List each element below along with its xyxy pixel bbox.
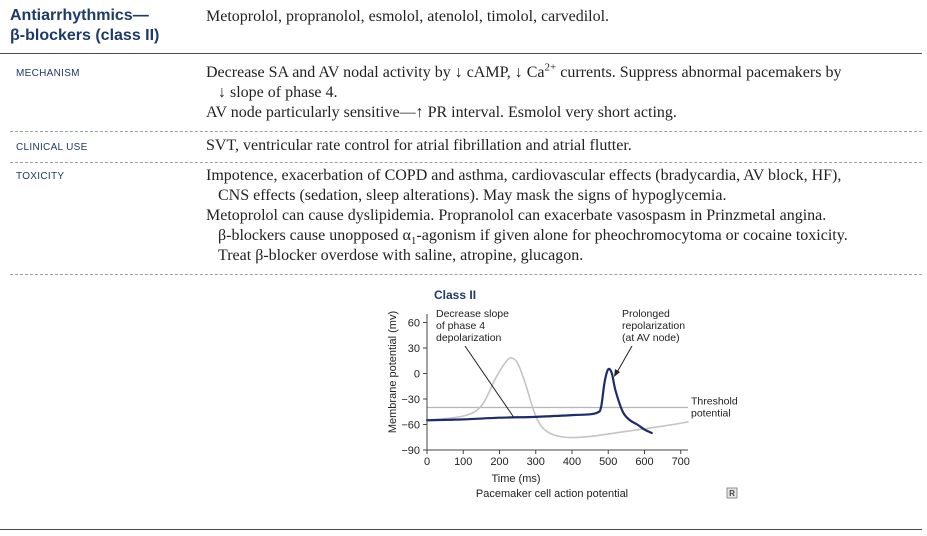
annotation-repolarization: repolarization bbox=[622, 320, 685, 332]
series-line-class-ii bbox=[425, 367, 653, 435]
toxicity-p1-line1: Impotence, exacerbation of COPD and asth… bbox=[206, 167, 842, 184]
divider-1 bbox=[10, 131, 922, 132]
section-title: Antiarrhythmics— β-blockers (class II) bbox=[10, 6, 190, 46]
x-tick-label: 200 bbox=[490, 456, 508, 468]
down-arrow-icon: ↓ bbox=[218, 84, 226, 101]
x-tick-label: 0 bbox=[424, 456, 430, 468]
up-arrow-icon: ↑ bbox=[415, 104, 424, 121]
chart-caption: Pacemaker cell action potential bbox=[476, 488, 628, 500]
annotation-slope: of phase 4 bbox=[436, 320, 485, 332]
x-tick-label: 100 bbox=[454, 456, 472, 468]
pointer-line bbox=[464, 345, 515, 418]
header-rule bbox=[0, 53, 922, 54]
corner-mark: R bbox=[729, 489, 735, 498]
down-arrow-icon: ↓ bbox=[454, 64, 463, 81]
x-axis-label: Time (ms) bbox=[491, 473, 540, 485]
annotation-slope: depolarization bbox=[436, 332, 502, 344]
annotation-repolarization: Prolonged bbox=[622, 308, 670, 320]
label-toxicity: TOXICITY bbox=[16, 171, 65, 182]
pointer-line bbox=[615, 345, 633, 375]
toxicity-text: Impotence, exacerbation of COPD and asth… bbox=[206, 166, 921, 266]
toxicity-p2-line1: Metoprolol can cause dyslipidemia. Propr… bbox=[206, 207, 827, 224]
y-tick-label: 30 bbox=[408, 343, 420, 355]
drug-list: Metoprolol, propranolol, esmolol, atenol… bbox=[206, 8, 610, 25]
divider-2 bbox=[10, 162, 922, 163]
annotation-slope: Decrease slope bbox=[436, 308, 509, 320]
toxicity-p2-line2: β-blockers cause unopposed α1-agonism if… bbox=[206, 226, 921, 248]
annotation-repolarization: (at AV node) bbox=[622, 332, 680, 344]
title-line-2: β-blockers (class II) bbox=[10, 27, 160, 44]
x-tick-label: 700 bbox=[672, 456, 690, 468]
threshold-label: Threshold bbox=[691, 396, 738, 408]
mechanism-line1d: currents. Suppress abnormal pacemakers b… bbox=[556, 64, 842, 81]
title-line-1: Antiarrhythmics— bbox=[10, 7, 149, 24]
toxicity-p2-line3: Treat β-blocker overdose with saline, at… bbox=[218, 247, 584, 264]
toxicity-p2-line2b: -agonism if given alone for pheochromocy… bbox=[416, 227, 848, 244]
y-tick-label: −60 bbox=[401, 420, 420, 432]
series-line-normal bbox=[426, 357, 689, 439]
down-arrow-icon: ↓ bbox=[514, 64, 523, 81]
y-tick-label: 0 bbox=[414, 369, 420, 381]
arrowhead-icon bbox=[614, 369, 620, 377]
x-tick-label: 500 bbox=[599, 456, 617, 468]
y-axis-label: Membrane potential (mv) bbox=[387, 311, 399, 433]
toxicity-p1-line2: CNS effects (sedation, sleep alterations… bbox=[218, 187, 727, 204]
x-tick-label: 600 bbox=[635, 456, 653, 468]
mechanism-line3b: PR interval. Esmolol very short acting. bbox=[423, 104, 677, 121]
clinical-use-text: SVT, ventricular rate control for atrial… bbox=[206, 137, 632, 154]
mechanism-line2: slope of phase 4. bbox=[226, 84, 338, 101]
label-mechanism: MECHANISM bbox=[16, 68, 80, 79]
divider-3 bbox=[10, 274, 922, 275]
y-tick-label: −30 bbox=[401, 394, 420, 406]
y-tick-label: 60 bbox=[408, 318, 420, 330]
mechanism-line1b: cAMP, bbox=[462, 64, 515, 81]
mechanism-line1a: Decrease SA and AV nodal activity by bbox=[206, 64, 455, 81]
toxicity-p2-line2a: β-blockers cause unopposed α bbox=[218, 227, 411, 244]
chart-title: Class II bbox=[434, 288, 476, 302]
corner-logo: R bbox=[726, 487, 738, 499]
mechanism-sup: 2+ bbox=[544, 61, 557, 74]
mechanism-line1c: Ca bbox=[522, 64, 545, 81]
label-clinical-use: CLINICAL USE bbox=[16, 142, 88, 153]
threshold-label: potential bbox=[691, 408, 731, 420]
toxicity-sub: 1 bbox=[410, 235, 417, 248]
mechanism-line3a: AV node particularly sensitive— bbox=[206, 104, 416, 121]
mechanism-text: Decrease SA and AV nodal activity by ↓ c… bbox=[206, 61, 921, 123]
footer-rule bbox=[0, 529, 922, 530]
x-tick-label: 300 bbox=[527, 456, 545, 468]
y-tick-label: −90 bbox=[401, 445, 420, 457]
x-tick-label: 400 bbox=[563, 456, 581, 468]
